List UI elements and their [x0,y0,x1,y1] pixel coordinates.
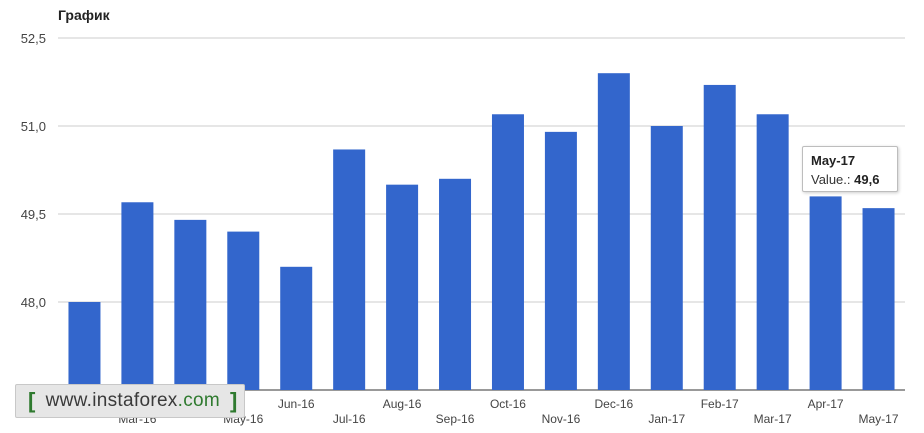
x-tick-label: May-17 [859,412,899,426]
bar[interactable] [862,208,895,390]
bar[interactable] [333,149,366,390]
bars [68,73,895,391]
watermark-tld: .com [177,390,220,411]
bar[interactable] [756,114,789,391]
x-tick-label: Dec-16 [595,397,634,411]
tooltip: May-17 Value.: 49,6 [802,146,898,192]
bar[interactable] [280,266,313,390]
tooltip-value-row: Value.: 49,6 [811,172,889,187]
x-tick-label: Nov-16 [542,412,581,426]
y-tick-label: 51,0 [21,119,46,134]
x-tick-label: Aug-16 [383,397,422,411]
bar[interactable] [386,184,419,390]
y-tick-label: 49,5 [21,207,46,222]
bar[interactable] [597,73,630,390]
bar[interactable] [544,131,577,390]
tooltip-category: May-17 [811,153,856,168]
tooltip-value-label: Value.: [811,172,851,187]
x-tick-label: Jun-16 [278,397,315,411]
watermark: [ www.instaforex .com ] [15,384,245,418]
bar[interactable] [439,178,472,390]
bar[interactable] [68,302,101,390]
watermark-open-bracket: [ [28,388,36,413]
x-tick-label: Apr-17 [808,397,844,411]
bar[interactable] [227,231,260,390]
x-tick-label: Mar-17 [754,412,792,426]
bar[interactable] [809,196,842,390]
y-tick-label: 52,5 [21,31,46,46]
watermark-site: www.instaforex [45,390,178,411]
watermark-close-bracket: ] [229,388,238,413]
bar[interactable] [650,126,683,390]
bar[interactable] [121,202,154,390]
chart-title: График [58,7,110,23]
x-tick-label: Sep-16 [436,412,475,426]
tooltip-value: 49,6 [854,172,880,187]
x-tick-label: Jan-17 [648,412,685,426]
y-axis-ticks: 46,548,049,551,052,5 [21,31,46,398]
x-tick-label: Feb-17 [701,397,739,411]
x-tick-label: Jul-16 [333,412,366,426]
y-tick-label: 48,0 [21,295,46,310]
bar[interactable] [491,114,524,391]
bar[interactable] [174,219,207,390]
bar[interactable] [703,84,736,390]
x-tick-label: Oct-16 [490,397,526,411]
